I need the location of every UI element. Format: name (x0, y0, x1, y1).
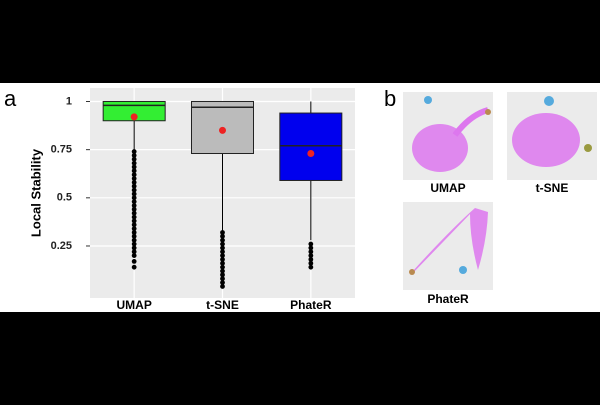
outlier (220, 257, 225, 262)
outlier (131, 172, 137, 178)
outlier (131, 195, 137, 201)
y-tick-label: 0.75 (51, 144, 72, 156)
outlier (220, 280, 225, 285)
outlier (131, 249, 137, 255)
scatter-cloud (412, 208, 488, 274)
embedding-label: UMAP (430, 181, 465, 195)
outlier (131, 176, 137, 181)
outlier (220, 264, 225, 270)
outlier (220, 253, 225, 259)
outlier (220, 233, 225, 239)
mean (130, 113, 138, 121)
outlier (131, 258, 137, 264)
outlier (308, 249, 314, 255)
outlier (131, 160, 137, 166)
outlier (131, 203, 137, 208)
outlier (131, 233, 137, 239)
outlier (308, 253, 314, 259)
plot (90, 88, 355, 298)
outlier (131, 206, 137, 212)
outlier (131, 264, 137, 270)
outlier (220, 237, 225, 243)
outlier (220, 276, 225, 282)
outlier (131, 153, 137, 158)
outlier (131, 230, 137, 235)
y-tick-label: 0.5 (57, 192, 72, 204)
outlier (308, 257, 314, 262)
outlier (308, 245, 314, 251)
y-tick-label: 0.25 (51, 240, 72, 252)
outlier (131, 149, 137, 154)
outlier (131, 237, 137, 243)
outlier (131, 187, 137, 193)
y-tick-label: 1 (66, 95, 72, 107)
box (279, 112, 343, 181)
x-tick-label: t-SNE (206, 298, 239, 312)
outlier (131, 199, 137, 205)
scatter-cloud (584, 144, 592, 152)
outlier (220, 260, 225, 266)
outlier (131, 222, 137, 228)
outlier (220, 245, 225, 251)
scatter-cloud (544, 96, 554, 106)
scatter-cloud (409, 269, 415, 275)
scatter-cloud (412, 124, 468, 172)
embedding-thumbnails (403, 92, 597, 290)
outlier (131, 164, 137, 170)
scatter-cloud (512, 113, 580, 167)
outlier (131, 214, 137, 220)
outlier (131, 183, 137, 189)
outlier (220, 284, 225, 289)
outlier (131, 241, 137, 247)
outlier (308, 264, 314, 270)
outlier (308, 241, 314, 247)
outlier (131, 253, 137, 259)
scatter-cloud (459, 266, 467, 274)
outlier (131, 191, 137, 197)
mean (219, 126, 226, 134)
outlier (308, 260, 314, 266)
y-axis-label: Local Stability (28, 148, 43, 237)
scatter-cloud (452, 107, 489, 137)
outlier (220, 249, 225, 255)
scatter-cloud (424, 96, 432, 104)
panel-label: b (384, 86, 396, 111)
embedding-label: PhateR (427, 292, 469, 306)
outlier (131, 210, 137, 216)
box (102, 100, 166, 122)
outlier (131, 156, 137, 162)
panel-label: a (4, 86, 17, 111)
outlier (220, 272, 225, 278)
outlier (131, 226, 137, 232)
embedding-label: t-SNE (536, 181, 569, 195)
outlier (220, 241, 225, 247)
outlier (131, 218, 137, 224)
outlier (131, 168, 137, 174)
mean (307, 150, 315, 158)
outlier (220, 230, 225, 235)
x-tick-label: UMAP (116, 298, 151, 312)
scatter-cloud (485, 109, 491, 115)
x-tick-label: PhateR (290, 298, 332, 312)
outlier (220, 268, 225, 274)
outlier (131, 180, 137, 185)
outlier (131, 245, 137, 251)
